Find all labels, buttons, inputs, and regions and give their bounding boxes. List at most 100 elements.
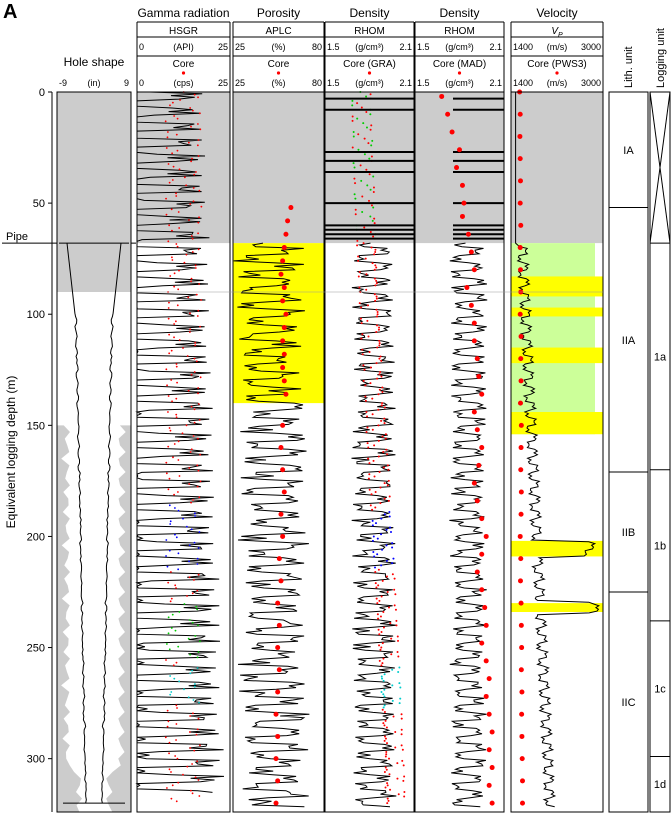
gamma-core-point xyxy=(173,115,176,117)
track-subtitle: HSGR xyxy=(169,26,198,37)
density-gra-core-point xyxy=(379,371,382,373)
curve-tick-max: 2.1 xyxy=(399,42,412,52)
density-gra-core-point xyxy=(376,553,379,556)
gamma-core-point xyxy=(196,315,199,317)
velocity-core-point xyxy=(518,667,524,673)
washout-shade xyxy=(57,425,82,812)
gamma-core-point xyxy=(175,704,178,707)
log-cross xyxy=(649,91,671,244)
core-tick-min: 0 xyxy=(139,78,144,88)
density-mad-core-point xyxy=(489,765,495,771)
density-gra-core-point xyxy=(370,204,373,207)
lith-unit-label: IIB xyxy=(622,527,635,539)
density-gra-core-point xyxy=(381,386,384,389)
density-gra-core-point xyxy=(400,733,403,736)
gamma-core-point xyxy=(185,424,188,427)
gamma-core-point xyxy=(175,363,178,365)
gamma-core-point xyxy=(197,403,200,405)
density-gra-core-point xyxy=(385,768,388,771)
gamma-core-point xyxy=(177,552,180,555)
density-gra-core-point xyxy=(372,175,375,178)
gamma-core-point xyxy=(193,512,196,515)
density-gra-core-point xyxy=(373,293,376,296)
density-gra-core-point xyxy=(373,217,376,220)
gamma-core-point xyxy=(173,677,176,680)
gamma-core-point xyxy=(198,496,201,499)
gamma-core-point xyxy=(197,392,199,395)
porosity-core-point xyxy=(276,667,282,673)
density-gra-core-point xyxy=(395,624,398,627)
density-gra-core-point xyxy=(383,739,386,742)
density-gra-core-point xyxy=(370,124,373,127)
velocity-core-point xyxy=(520,800,525,806)
curve-tick-max: 25 xyxy=(218,42,228,52)
curve-tick-unit: (in) xyxy=(88,78,101,88)
track-subtitle: RHOM xyxy=(354,26,385,37)
gamma-core-point xyxy=(177,509,180,512)
velocity-core-point xyxy=(518,556,524,562)
density-gra-core-point xyxy=(386,484,389,487)
gamma-core-point xyxy=(189,451,192,453)
gamma-core-point xyxy=(187,637,190,640)
gamma-core-point xyxy=(171,259,174,261)
density-gra-core-point xyxy=(373,222,376,225)
density-gra-core-point xyxy=(360,306,363,309)
density-gra-core-point xyxy=(396,635,399,638)
gamma-core-point xyxy=(193,371,196,373)
density-gra-core-point xyxy=(381,435,384,438)
density-gra-core-point xyxy=(386,782,389,785)
density-gra-core-point xyxy=(367,446,370,449)
density-gra-core-point xyxy=(371,262,374,265)
density-gra-core-point xyxy=(351,119,354,122)
density-gra-core-point xyxy=(359,317,362,320)
density-gra-core-point xyxy=(371,139,374,142)
gamma-core-point xyxy=(171,179,174,181)
gamma-core-point xyxy=(177,211,180,213)
density-gra-core-point xyxy=(372,551,375,553)
gamma-core-point xyxy=(182,347,184,349)
gamma-core-point xyxy=(167,317,170,320)
density-gra-core-point xyxy=(379,486,382,489)
gamma-core-point xyxy=(175,192,177,195)
gamma-core-point xyxy=(197,96,199,99)
gamma-core-point xyxy=(183,261,186,264)
density-gra-core-point xyxy=(393,588,396,591)
density-gra-core-point xyxy=(383,417,386,420)
density-gra-core-point xyxy=(382,626,385,629)
gamma-core-point xyxy=(189,203,192,205)
porosity-core-point xyxy=(280,338,286,344)
track-frame xyxy=(232,91,325,813)
density-gra-core-point xyxy=(384,755,387,758)
density-gra-core-point xyxy=(375,331,378,333)
gamma-core-point xyxy=(196,667,199,669)
density-gra-core-point xyxy=(373,277,376,280)
density-gra-core-point xyxy=(357,275,360,278)
density-gra-core-point xyxy=(400,713,403,716)
density-gra-core-point xyxy=(369,366,372,369)
porosity-core-point xyxy=(275,600,281,606)
logging-unit-title: Logging unit xyxy=(655,28,667,88)
curve-tick-min: -9 xyxy=(59,78,67,88)
density-gra-core-point xyxy=(391,684,394,687)
gamma-core-point xyxy=(174,584,177,587)
gamma-core-point xyxy=(187,696,190,699)
density-gra-core-point xyxy=(369,382,372,385)
density-gra-core-point xyxy=(367,199,370,202)
density-gra-core-point xyxy=(364,399,367,402)
core-tick-min: 1400 xyxy=(513,78,533,88)
gamma-core-point xyxy=(165,643,168,645)
gamma-core-point xyxy=(197,221,200,224)
density-gra-core-point xyxy=(367,142,370,145)
density-gra-core-point xyxy=(356,102,359,105)
gamma-core-point xyxy=(188,219,190,221)
density-gra-core-point xyxy=(362,242,365,245)
gamma-core-point xyxy=(194,341,197,344)
gamma-core-point xyxy=(188,560,190,563)
density-gra-core-point xyxy=(382,611,385,613)
density-gra-core-point xyxy=(373,253,376,256)
density-gra-core-point xyxy=(378,659,381,662)
gamma-core-point xyxy=(168,427,171,429)
gamma-core-point xyxy=(189,747,192,749)
gamma-core-point xyxy=(197,155,200,157)
density-mad-core-point xyxy=(474,356,480,362)
